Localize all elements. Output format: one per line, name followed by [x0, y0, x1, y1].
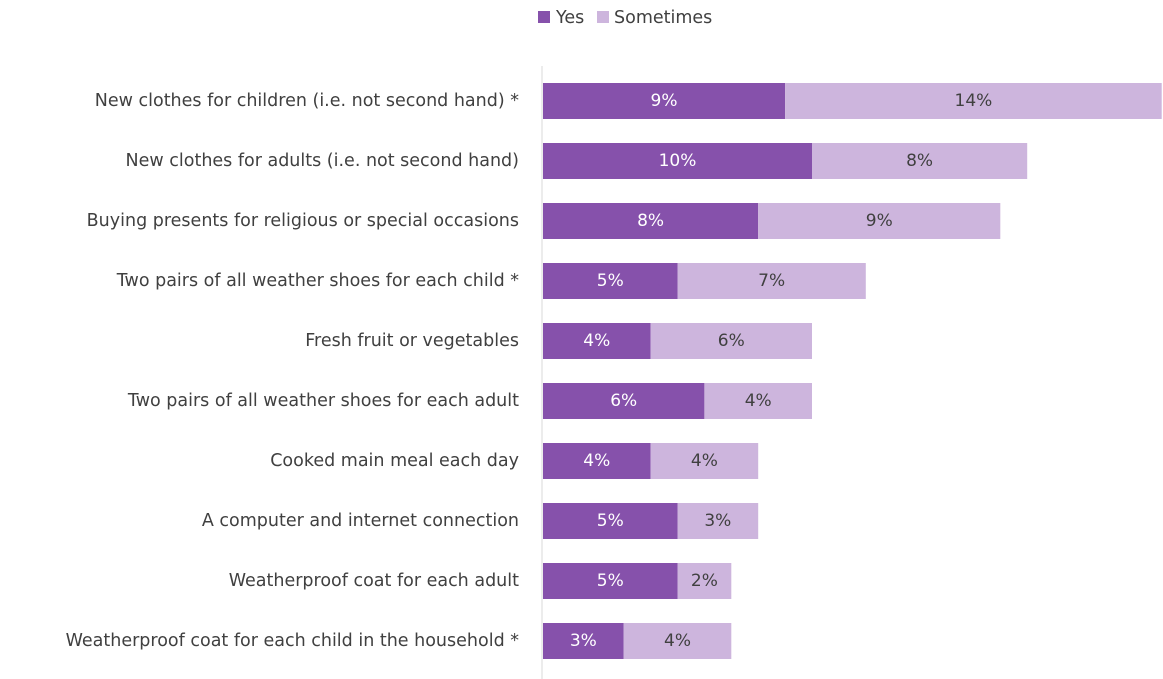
data-label-yes: 6% — [610, 391, 637, 411]
bar-sometimes — [677, 263, 866, 299]
data-label-yes: 5% — [597, 271, 624, 291]
bar-sometimes — [650, 443, 759, 479]
bar-sometimes — [677, 563, 732, 599]
bar-sometimes — [812, 143, 1028, 179]
bar-yes — [543, 323, 651, 359]
bar-sometimes — [758, 203, 1001, 239]
category-label: Fresh fruit or vegetables — [305, 331, 519, 351]
data-label-yes: 5% — [597, 571, 624, 591]
category-label: Weatherproof coat for each adult — [229, 571, 519, 591]
bar-yes — [543, 143, 812, 179]
category-label: Cooked main meal each day — [270, 451, 519, 471]
legend-label-yes: Yes — [555, 8, 584, 28]
bar-yes — [543, 503, 678, 539]
data-label-sometimes: 4% — [691, 451, 718, 471]
legend: Yes Sometimes — [538, 8, 712, 28]
bar-yes — [543, 263, 678, 299]
data-label-yes: 4% — [583, 331, 610, 351]
bar-yes — [543, 623, 624, 659]
bar-sometimes — [650, 323, 812, 359]
data-label-sometimes: 6% — [718, 331, 745, 351]
data-label-sometimes: 7% — [758, 271, 785, 291]
bar-yes — [543, 443, 651, 479]
data-label-sometimes: 9% — [866, 211, 893, 231]
data-label-sometimes: 14% — [955, 91, 993, 111]
category-label: Buying presents for religious or special… — [87, 211, 519, 231]
data-label-sometimes: 2% — [691, 571, 718, 591]
data-label-yes: 3% — [570, 631, 597, 651]
data-label-sometimes: 4% — [664, 631, 691, 651]
category-label: Two pairs of all weather shoes for each … — [127, 391, 519, 411]
category-label: Weatherproof coat for each child in the … — [66, 631, 520, 651]
bar-yes — [543, 83, 786, 119]
category-label: New clothes for adults (i.e. not second … — [126, 151, 519, 171]
bar-yes — [543, 383, 705, 419]
data-label-sometimes: 8% — [906, 151, 933, 171]
data-label-yes: 8% — [637, 211, 664, 231]
data-label-sometimes: 4% — [745, 391, 772, 411]
legend-swatch-yes — [538, 11, 550, 23]
legend-label-sometimes: Sometimes — [614, 8, 712, 28]
bar-sometimes — [677, 503, 759, 539]
bar-sometimes — [623, 623, 732, 659]
bar-sometimes — [704, 383, 812, 419]
category-label: Two pairs of all weather shoes for each … — [116, 271, 520, 291]
bar-sometimes — [785, 83, 1162, 119]
data-label-yes: 10% — [659, 151, 697, 171]
bar-yes — [543, 203, 759, 239]
category-labels: New clothes for children (i.e. not secon… — [66, 91, 520, 651]
bar-yes — [543, 563, 678, 599]
data-label-yes: 5% — [597, 511, 624, 531]
data-label-sometimes: 3% — [704, 511, 731, 531]
data-label-yes: 9% — [651, 91, 678, 111]
bars-group: 9% 14% 10% 8% 8% 9% 5% 7% 4% 6% 6% 4% 4% 4% 5% 3% 5% 2% 3%… — [543, 83, 1162, 659]
legend-swatch-sometimes — [597, 11, 609, 23]
data-label-yes: 4% — [583, 451, 610, 471]
category-label: A computer and internet connection — [202, 511, 519, 531]
category-label: New clothes for children (i.e. not secon… — [95, 91, 519, 111]
